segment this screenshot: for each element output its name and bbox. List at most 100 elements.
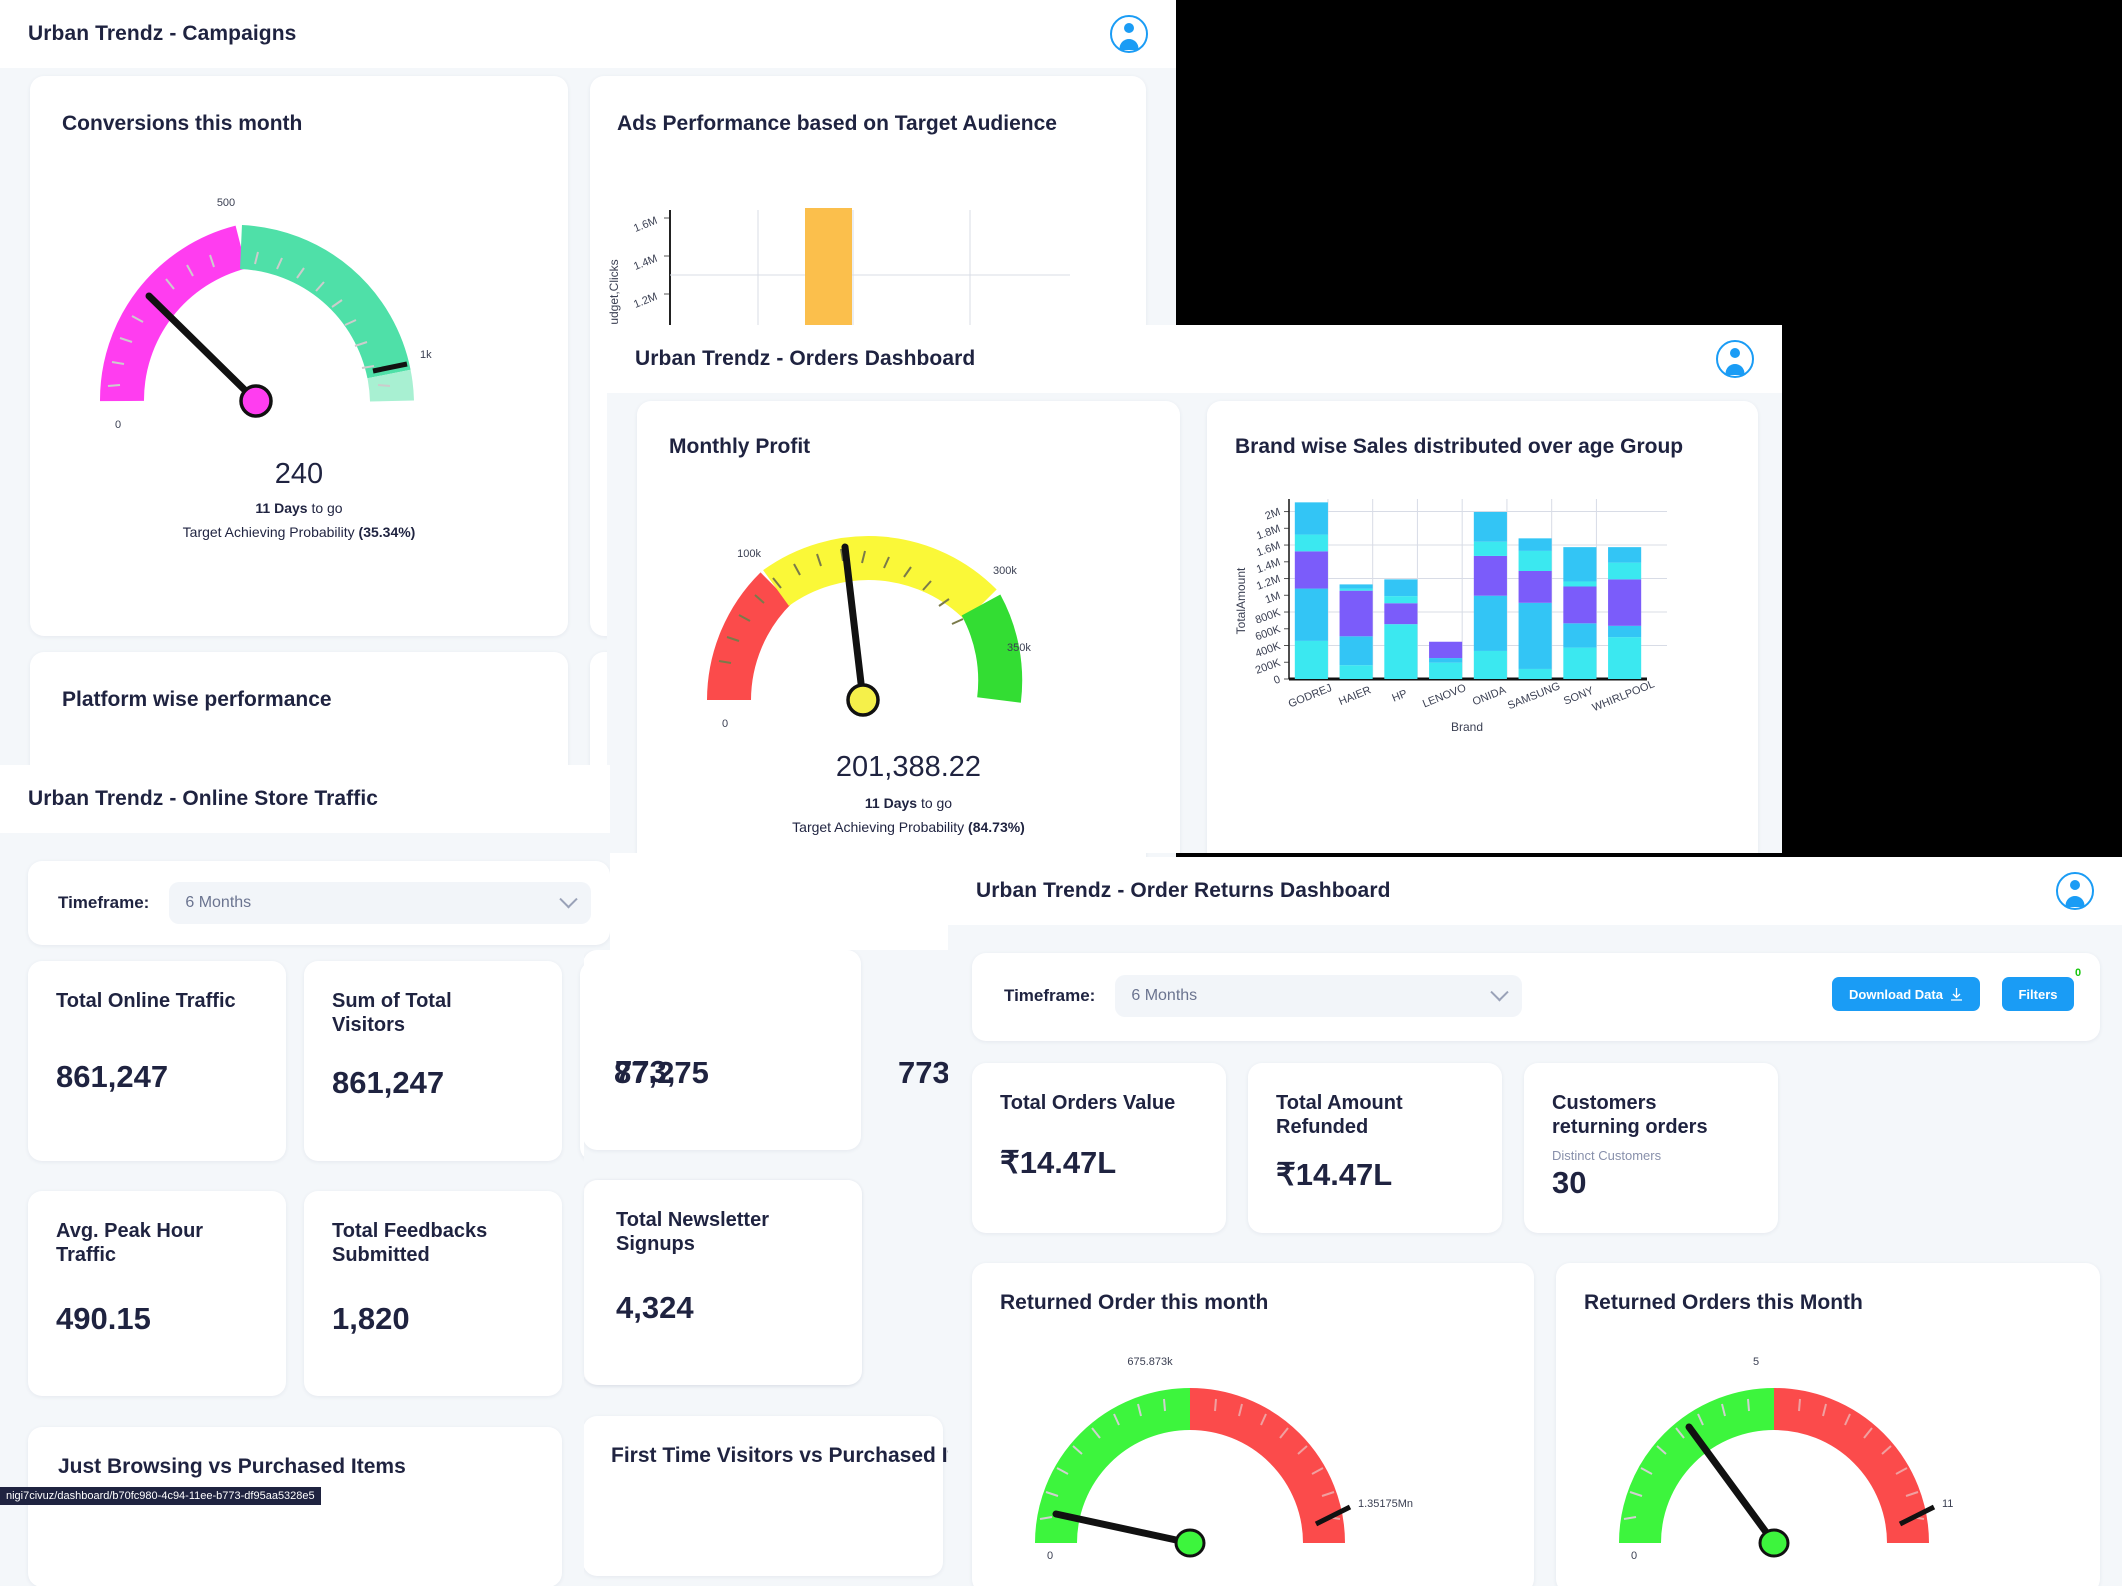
stacked-bar-segment: [1563, 647, 1597, 679]
svg-text:1M: 1M: [1264, 590, 1282, 607]
returned-order-gauge: 675.873k 0 1.35175Mn: [1035, 1356, 1413, 1559]
stacked-bar-segment: [1473, 541, 1507, 556]
ads-ytick-2: 1.4M: [632, 253, 659, 273]
orders-title: Urban Trendz - Orders Dashboard: [635, 347, 976, 370]
svg-text:1.6M: 1.6M: [1255, 540, 1282, 560]
window-orders[interactable]: Urban Trendz - Orders Dashboard Monthly …: [607, 325, 1782, 853]
returned-order-tick-max: 1.35175Mn: [1358, 1498, 1413, 1510]
monthly-profit-value: 201,388.22: [835, 751, 982, 783]
stacked-bar-segment: [1429, 658, 1463, 663]
brand-sales-title: Brand wise Sales distributed over age Gr…: [1235, 435, 1684, 458]
download-data-button[interactable]: Download Data: [1832, 977, 1980, 1011]
returned-order-tick-min: 0: [1047, 1550, 1053, 1559]
filters-badge: 0: [2075, 967, 2082, 979]
svg-text:800K: 800K: [1254, 606, 1283, 626]
returned-orders-tick-mid: 5: [1753, 1356, 1759, 1368]
profit-tick-low: 100k: [737, 548, 761, 560]
card-returned-orders-this-month: Returned Orders this Month 5 0 11: [1556, 1263, 2100, 1586]
returned-orders-title: Returned Orders this Month: [1584, 1291, 1863, 1314]
user-avatar-icon[interactable]: [2056, 872, 2094, 910]
conversions-days: 11 Days to go: [30, 500, 568, 516]
kpi-avg-peak-hour-traffic: Avg. Peak Hour Traffic 490.15: [28, 1191, 286, 1396]
stacked-bar-segment: [1294, 640, 1328, 679]
kpi-label: Total Amount Refunded: [1276, 1092, 1403, 1139]
monthly-profit-title: Monthly Profit: [669, 435, 811, 458]
stacked-bar-segment: [1384, 624, 1418, 679]
stacked-bar-segment: [1294, 534, 1328, 552]
traffic-timeframe-label: Timeframe:: [58, 893, 150, 912]
kpi-total-amount-refunded: Total Amount Refunded ₹14.47L: [1248, 1063, 1502, 1233]
conversions-probability: Target Achieving Probability (35.34%): [30, 524, 568, 540]
download-data-label: Download Data: [1849, 986, 1943, 1002]
first-time-visitors-title: First Time Visitors vs Purchased It: [611, 1444, 949, 1467]
stacked-bar-segment: [1518, 571, 1552, 603]
card-returned-order-this-month: Returned Order this month 675.873k 0 1.3…: [972, 1263, 1534, 1586]
svg-text:0: 0: [1272, 674, 1282, 687]
stacked-bar-segment: [1384, 596, 1418, 604]
filters-button[interactable]: Filters: [2002, 977, 2074, 1011]
user-avatar-icon[interactable]: [1716, 340, 1754, 378]
kpi-sub: Distinct Customers: [1552, 1148, 1662, 1163]
kpi-sum-total-visitors: Sum of Total Visitors 861,247: [304, 961, 562, 1161]
stacked-bar-segment: [1563, 581, 1597, 587]
conversions-value: 240: [274, 458, 324, 490]
kpi-value: ₹14.47L: [1000, 1145, 1117, 1180]
returns-header: Urban Trendz - Order Returns Dashboard: [948, 857, 2122, 925]
stacked-bar-segment: [1608, 625, 1642, 638]
window-order-returns[interactable]: Urban Trendz - Order Returns Dashboard T…: [948, 857, 2122, 1586]
kpi-value: 861,247: [56, 1059, 169, 1094]
returned-order-tick-mid: 675.873k: [1127, 1356, 1173, 1368]
gauge-tick-mid: 500: [217, 197, 235, 209]
ads-ytick-3: 1.6M: [632, 215, 659, 235]
returned-order-title: Returned Order this month: [1000, 1291, 1269, 1314]
returned-orders-gauge: 5 0 11: [1619, 1356, 1953, 1559]
stacked-bar-segment: [1473, 555, 1507, 596]
kpi-value: 861,247: [332, 1065, 445, 1100]
returned-orders-tick-min: 0: [1631, 1550, 1637, 1559]
brand-x-tick: WHIRLPOOL: [1591, 678, 1657, 714]
returns-timeframe-select[interactable]: 6 Months: [1115, 975, 1523, 1017]
kpi-total-orders-value: Total Orders Value ₹14.47L: [972, 1063, 1226, 1233]
stacked-bar-segment: [1518, 602, 1552, 669]
window-online-store-traffic[interactable]: Urban Trendz - Online Store Traffic Time…: [0, 765, 610, 1586]
campaigns-title: Urban Trendz - Campaigns: [28, 22, 297, 45]
gauge-tick-max: 1k: [420, 349, 432, 361]
kpi-value: 1,820: [332, 1301, 410, 1336]
ads-y-axis-title: Budget,Clicks: [607, 259, 621, 332]
status-bar-url: nigi7civuz/dashboard/b70fc980-4c94-11ee-…: [0, 1487, 321, 1505]
kpi-label: Customers returning orders: [1552, 1092, 1708, 1139]
stacked-bar-segment: [1339, 584, 1373, 589]
user-avatar-icon[interactable]: [1110, 15, 1148, 53]
chevron-down-icon: [559, 889, 579, 908]
conversions-prob-text: Target Achieving Probability: [182, 524, 359, 540]
kpi-value: 30: [1552, 1165, 1587, 1200]
traffic-filter-bar: Timeframe: 6 Months: [28, 861, 610, 945]
stacked-bar-segment: [1473, 595, 1507, 651]
brand-x-tick: LENOVO: [1421, 682, 1468, 710]
stacked-bar-segment: [1294, 551, 1328, 589]
stacked-bar-segment: [1429, 641, 1463, 659]
monthly-profit-days: 11 Days to go: [637, 795, 1180, 811]
download-icon: [1950, 987, 1962, 1001]
card-just-browsing-vs-purchased: Just Browsing vs Purchased Items: [28, 1427, 562, 1586]
kpi-label: Total Newsletter Signups: [616, 1209, 769, 1256]
brand-x-tick: HAIER: [1337, 684, 1373, 708]
conversions-prob-value: (35.34%): [358, 524, 416, 540]
ads-bar: [805, 208, 852, 341]
platform-title: Platform wise performance: [62, 688, 332, 711]
ads-ytick-1: 1.2M: [632, 291, 659, 311]
kpi-value: ₹14.47L: [1276, 1157, 1393, 1192]
chevron-down-icon: [1490, 982, 1510, 1001]
stacked-bar-segment: [1608, 579, 1642, 626]
monthly-profit-probability: Target Achieving Probability (84.73%): [637, 819, 1180, 835]
kpi-extra-newsletter: 773,: [584, 950, 861, 1150]
stacked-bar-segment: [1384, 579, 1418, 597]
kpi-total-online-traffic: Total Online Traffic 861,247: [28, 961, 286, 1161]
traffic-timeframe-select[interactable]: 6 Months: [169, 882, 592, 924]
conversions-gauge: 500 0 1k: [99, 197, 432, 431]
orders-header: Urban Trendz - Orders Dashboard: [607, 325, 1782, 393]
brand-y-axis-title: TotalAmount: [1234, 567, 1248, 634]
traffic-timeframe-value: 6 Months: [185, 894, 252, 911]
kpi-label: Avg. Peak Hour Traffic: [56, 1220, 204, 1267]
card-brand-sales: Brand wise Sales distributed over age Gr…: [1207, 401, 1758, 853]
